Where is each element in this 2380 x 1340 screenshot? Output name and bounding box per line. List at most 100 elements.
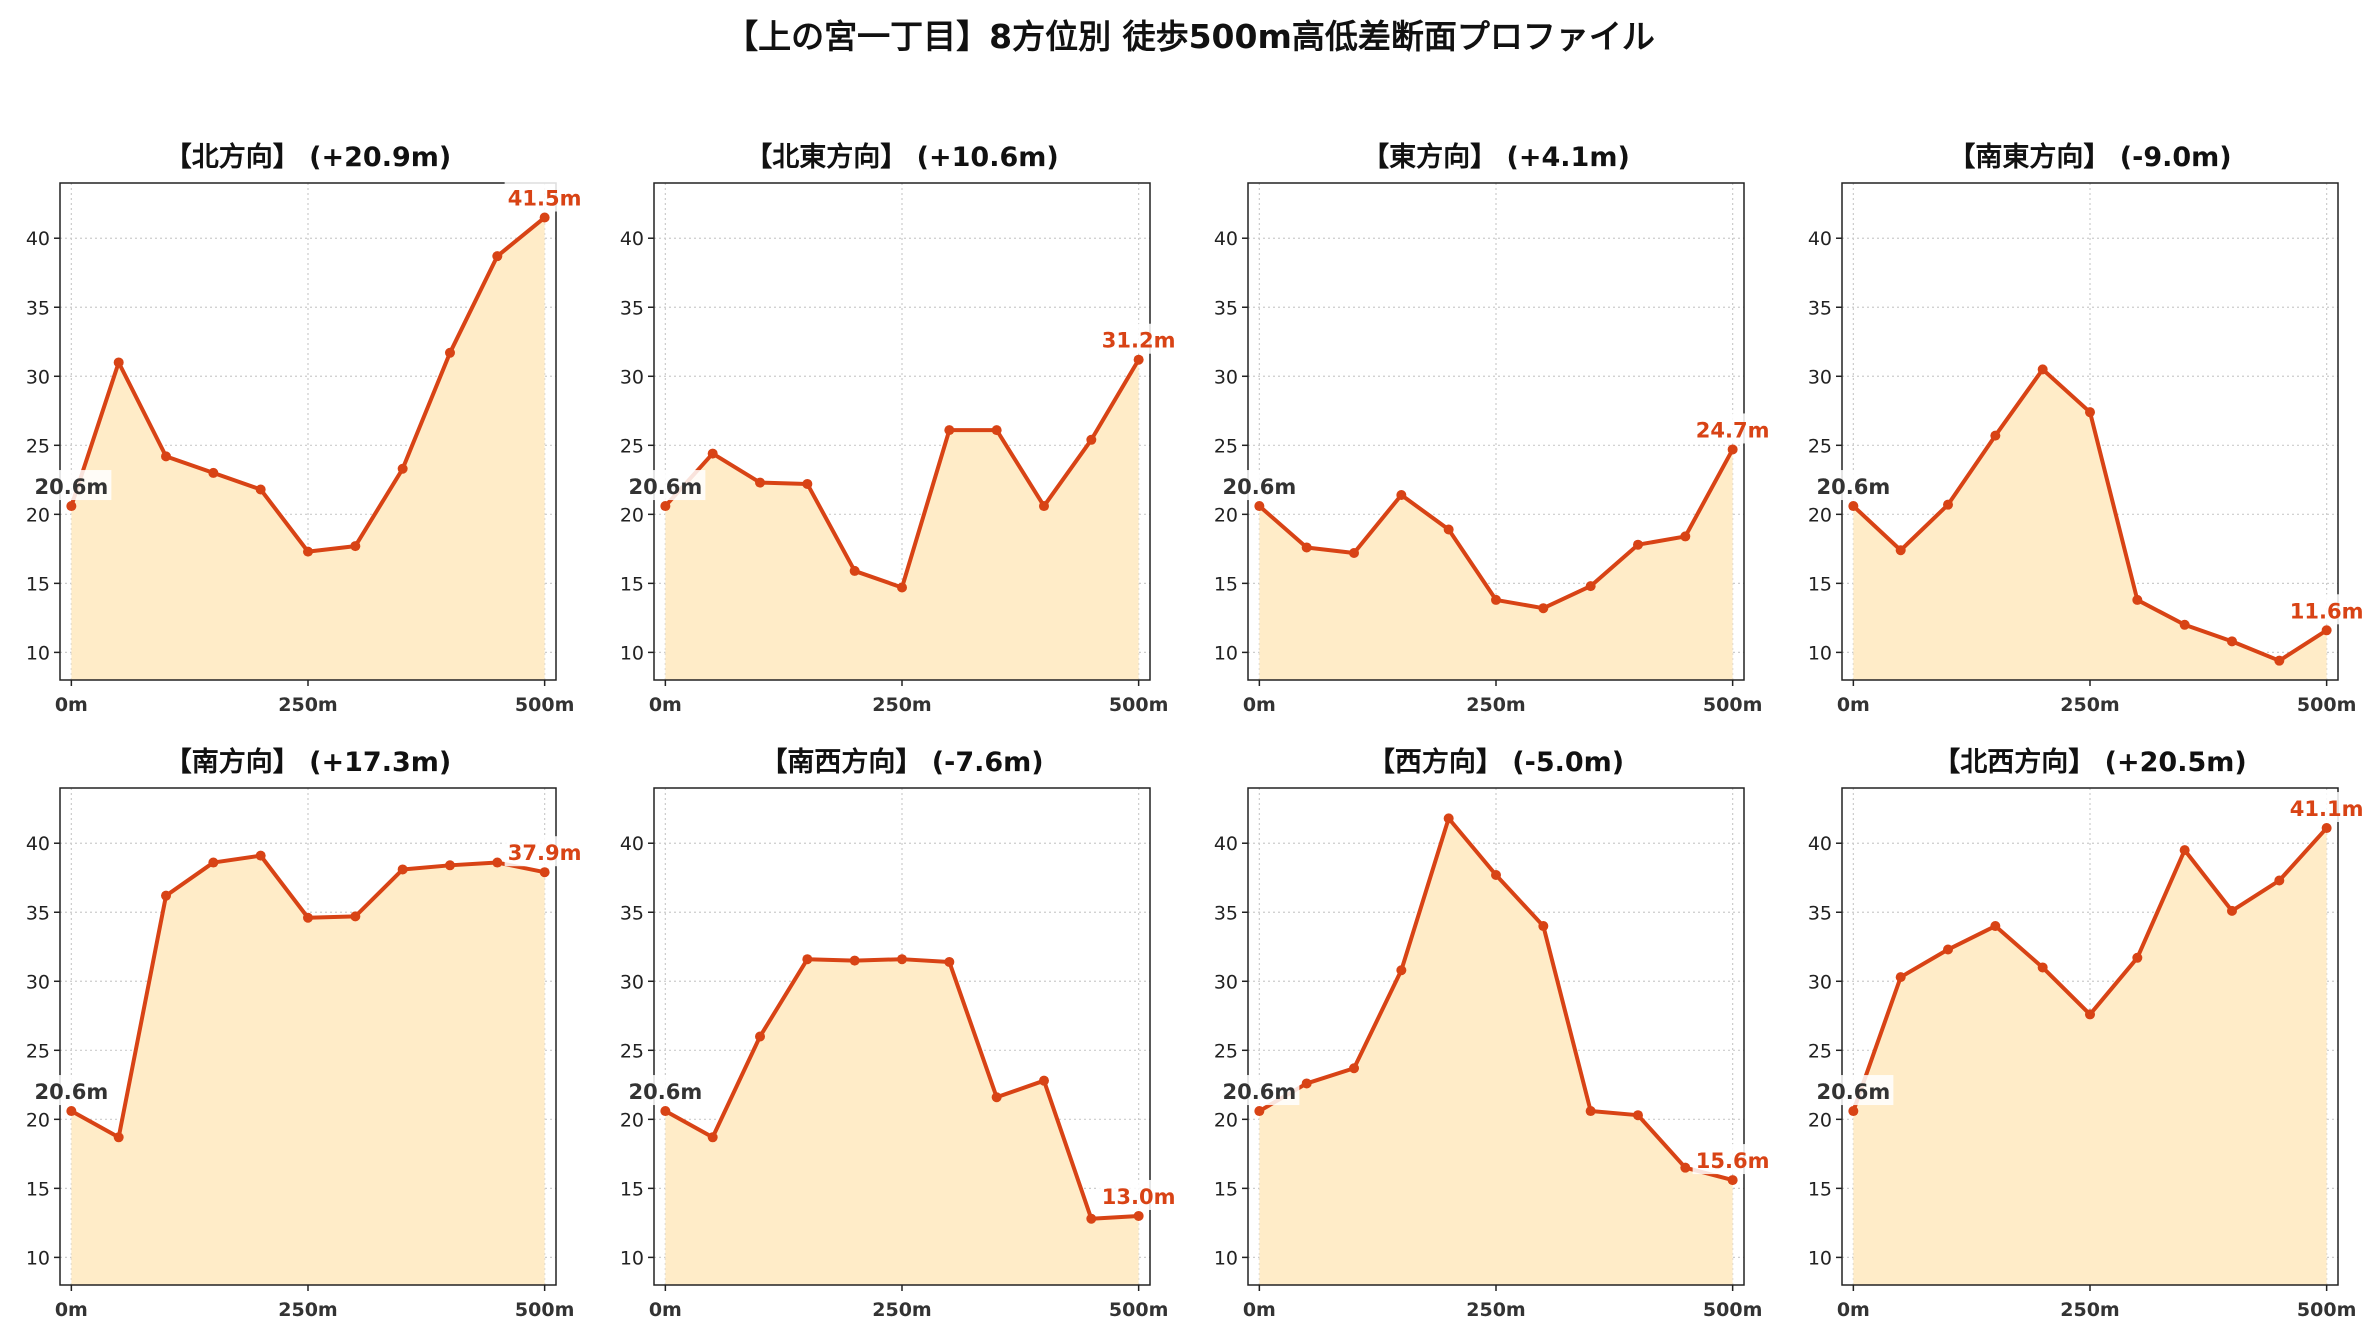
data-point	[1848, 501, 1859, 512]
y-tick-label: 15	[26, 573, 50, 595]
x-tick-label: 500m	[1109, 694, 1168, 716]
y-tick-label: 20	[1214, 1109, 1238, 1131]
end-label-bg	[2286, 594, 2367, 625]
data-point	[1895, 972, 1906, 983]
y-tick-label: 10	[1214, 642, 1238, 664]
data-point	[2085, 407, 2095, 418]
y-tick-label: 15	[1214, 1178, 1238, 1200]
y-tick-label: 30	[26, 366, 50, 388]
chart-title: 【西方向】 (-5.0m)	[1368, 746, 1624, 778]
y-tick-label: 15	[1808, 1178, 1832, 1200]
data-point	[1396, 965, 1407, 976]
x-tick-label: 250m	[872, 1299, 931, 1321]
chart-panel-6: 【西方向】 (-5.0m) 10 15 20 25 30 35 40 0m 250m 500m 20.…	[1214, 746, 1773, 1321]
x-tick-label: 250m	[278, 1299, 337, 1321]
x-tick-label: 250m	[2060, 694, 2119, 716]
data-point	[2132, 594, 2143, 605]
x-tick-label: 500m	[1703, 1299, 1762, 1321]
start-label-bg	[31, 1075, 112, 1106]
data-point	[1895, 545, 1906, 556]
start-label-bg	[31, 470, 112, 501]
chart-title: 【南方向】 (+17.3m)	[165, 746, 451, 778]
end-label: 13.0m	[1102, 1185, 1176, 1209]
data-point	[2037, 364, 2048, 375]
y-tick-label: 30	[1214, 366, 1238, 388]
data-point	[991, 1092, 1002, 1103]
start-label-bg	[1813, 1075, 1894, 1106]
start-label-bg	[625, 470, 706, 501]
x-tick-label: 0m	[1243, 1299, 1276, 1321]
data-point	[113, 1132, 124, 1143]
data-point	[755, 477, 766, 488]
y-tick-label: 20	[1214, 504, 1238, 526]
y-tick-label: 25	[1214, 435, 1238, 457]
y-tick-label: 40	[1808, 833, 1832, 855]
chart-title: 【北西方向】 (+20.5m)	[1933, 746, 2246, 778]
x-tick-label: 250m	[872, 694, 931, 716]
x-tick-label: 500m	[2297, 1299, 2356, 1321]
end-label-bg	[2286, 792, 2367, 823]
x-tick-label: 0m	[1243, 694, 1276, 716]
data-point	[1086, 434, 1097, 445]
y-tick-label: 35	[1214, 902, 1238, 924]
data-point	[2274, 875, 2285, 886]
data-point	[1727, 444, 1738, 455]
data-point	[1086, 1213, 1097, 1224]
end-label-bg	[1098, 1179, 1179, 1210]
data-point	[2274, 655, 2285, 666]
data-point	[897, 954, 907, 965]
y-tick-label: 10	[620, 642, 644, 664]
data-point	[1038, 1075, 1049, 1086]
data-point	[1990, 921, 2001, 932]
x-tick-label: 250m	[278, 694, 337, 716]
data-point	[1254, 501, 1265, 512]
data-point	[849, 565, 860, 576]
chart-title: 【南東方向】 (-9.0m)	[1948, 141, 2231, 173]
data-point	[350, 541, 361, 552]
data-point	[444, 860, 455, 871]
y-tick-label: 20	[1808, 1109, 1832, 1131]
area-fill	[1259, 449, 1733, 680]
end-label-bg	[504, 836, 585, 867]
y-tick-label: 40	[26, 228, 50, 250]
y-tick-label: 25	[1808, 1040, 1832, 1062]
y-tick-label: 40	[620, 833, 644, 855]
y-tick-label: 15	[620, 1178, 644, 1200]
y-tick-label: 25	[1214, 1040, 1238, 1062]
data-point	[1301, 1078, 1312, 1089]
start-label: 20.6m	[35, 1080, 109, 1104]
data-point	[1133, 354, 1144, 365]
x-tick-label: 250m	[2060, 1299, 2119, 1321]
data-point	[1349, 547, 1360, 558]
data-point	[802, 478, 813, 489]
data-point	[897, 582, 907, 593]
chart-title: 【南西方向】 (-7.6m)	[760, 746, 1043, 778]
area-fill	[71, 855, 545, 1285]
chart-panel-0: 【北方向】 (+20.9m) 10 15 20 25 30 35 40 0m 250m 500m 20…	[26, 141, 585, 716]
data-point	[2037, 962, 2048, 973]
end-label-bg	[1098, 323, 1179, 354]
data-point	[1491, 869, 1501, 880]
data-point	[1491, 594, 1501, 605]
data-point	[1038, 501, 1049, 512]
y-tick-label: 35	[26, 902, 50, 924]
chart-title: 【東方向】 (+4.1m)	[1362, 141, 1630, 173]
y-tick-label: 10	[1214, 1247, 1238, 1269]
y-tick-label: 20	[620, 1109, 644, 1131]
data-point	[991, 425, 1002, 436]
data-point	[707, 448, 718, 459]
y-tick-label: 30	[1808, 366, 1832, 388]
y-tick-label: 35	[620, 902, 644, 924]
start-label: 20.6m	[35, 475, 109, 499]
x-tick-label: 500m	[1703, 694, 1762, 716]
data-point	[2179, 619, 2190, 630]
chart-panel-7: 【北西方向】 (+20.5m) 10 15 20 25 30 35 40 0m 250m 500m 2…	[1808, 746, 2367, 1321]
x-tick-label: 0m	[55, 694, 88, 716]
y-tick-label: 25	[620, 435, 644, 457]
end-label: 15.6m	[1696, 1149, 1770, 1173]
start-label-bg	[1219, 470, 1300, 501]
data-point	[1680, 531, 1691, 542]
data-point	[1133, 1210, 1144, 1221]
y-tick-label: 25	[26, 1040, 50, 1062]
data-point	[849, 955, 860, 966]
